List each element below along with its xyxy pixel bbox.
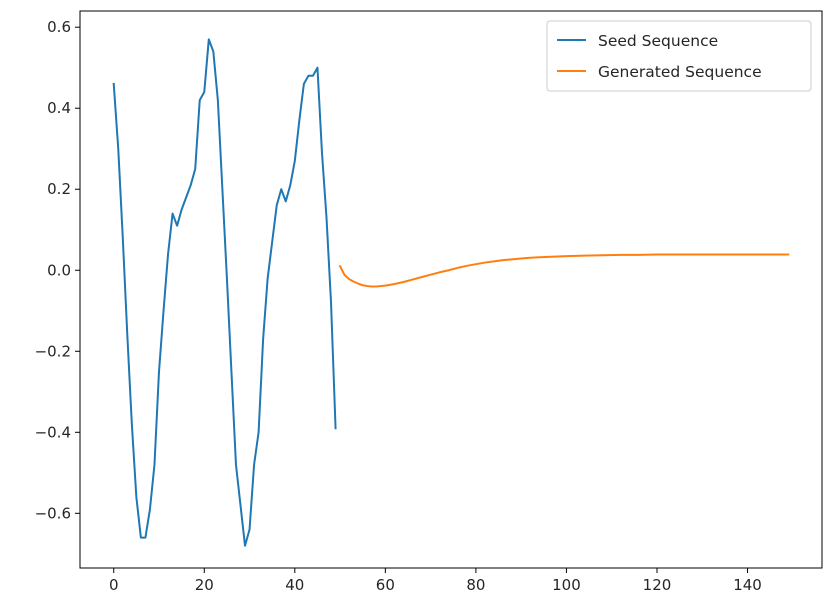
x-tick-label: 100: [552, 576, 581, 594]
x-tick-label: 20: [195, 576, 214, 594]
series-line-1: [338, 253, 790, 288]
x-tick-label: 60: [376, 576, 395, 594]
y-tick-label: 0.4: [47, 99, 71, 117]
x-tick-label: 140: [733, 576, 762, 594]
y-tick-label: 0.2: [47, 180, 71, 198]
legend-box: [546, 20, 812, 92]
y-axis: −0.6 −0.4 −0.2 0.0 0.2 0.4 0.6: [35, 18, 80, 522]
legend: Seed Sequence Generated Sequence: [546, 20, 812, 92]
x-tick-label: 0: [109, 576, 119, 594]
legend-label-seed: Seed Sequence: [598, 32, 718, 50]
legend-label-generated: Generated Sequence: [598, 63, 762, 81]
x-tick-label: 80: [466, 576, 485, 594]
y-tick-label: 0.0: [47, 261, 71, 279]
y-tick-label: 0.6: [47, 18, 71, 36]
x-tick-label: 40: [285, 576, 304, 594]
y-tick-label: −0.2: [35, 342, 71, 360]
plot-frame: [79, 10, 823, 569]
x-axis: 0 20 40 60 80 100 120 140: [109, 568, 762, 594]
y-tick-label: −0.6: [35, 504, 71, 522]
x-tick-label: 120: [643, 576, 672, 594]
y-tick-label: −0.4: [35, 423, 71, 441]
series-line-0: [112, 38, 337, 547]
plot-lines: [112, 38, 790, 547]
